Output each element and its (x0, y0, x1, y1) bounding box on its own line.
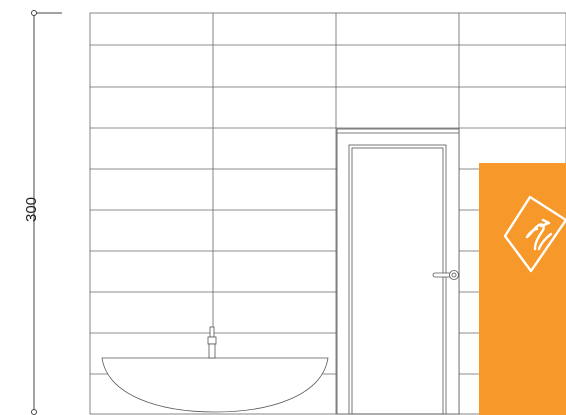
door (336, 128, 460, 415)
height-dimension-line (31, 10, 62, 415)
bird-in-diamond-icon (503, 195, 566, 273)
height-dimension-label: 300 (23, 196, 40, 222)
brand-panel (479, 163, 566, 415)
washbasin (101, 357, 329, 413)
brand-badge (479, 163, 566, 415)
faucet (207, 326, 217, 359)
door-handle (432, 270, 459, 280)
